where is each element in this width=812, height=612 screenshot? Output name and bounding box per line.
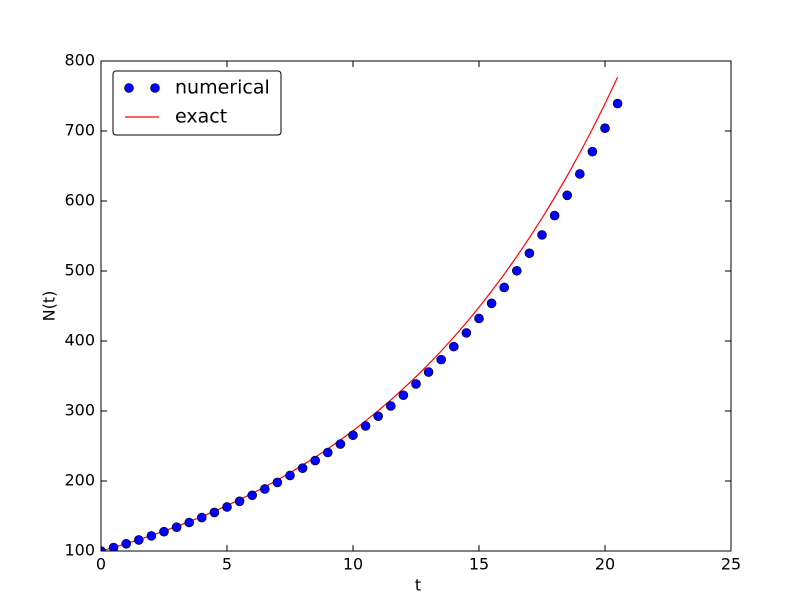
data-point [524,248,535,259]
data-point [499,282,510,293]
data-point [474,313,484,324]
data-point [436,354,447,365]
legend-label: exact [175,106,227,128]
x-tick-label: 20 [595,555,615,574]
data-point [587,146,598,157]
data-point [310,455,321,466]
data-point [247,490,257,501]
y-axis-label: N(t) [40,291,59,322]
x-tick-label: 10 [343,555,363,574]
data-point [448,341,459,352]
legend-label: numerical [175,77,270,99]
x-tick-label: 15 [469,555,489,574]
y-tick-label: 700 [64,121,95,140]
data-point [197,512,207,523]
data-point [146,531,157,541]
data-point [285,470,295,481]
data-point [335,439,346,449]
data-point [272,477,283,488]
data-point [184,517,194,528]
data-point [511,265,522,276]
y-tick-label: 400 [64,331,95,350]
y-tick-label: 600 [64,191,95,210]
axes-frame [100,60,732,552]
data-point [600,123,610,133]
data-point [360,421,371,431]
data-point [411,379,421,389]
data-point [549,210,560,221]
y-tick-label: 800 [64,51,95,70]
data-point [562,190,573,201]
data-point [373,411,384,422]
x-tick-label: 5 [222,555,232,574]
data-point [159,526,169,537]
data-point [108,542,119,551]
data-point [134,535,144,545]
data-point [612,98,623,109]
data-point [322,447,333,458]
data-point [574,169,585,179]
y-tick-label: 500 [64,261,95,280]
legend-marker [150,83,160,93]
x-tick-label: 25 [721,555,741,574]
y-tick-label: 100 [64,541,95,560]
data-point [101,546,106,551]
legend-marker [124,83,134,93]
data-point [222,502,232,512]
x-axis-label: t [415,576,421,595]
data-point [234,496,245,507]
data-point [348,430,358,441]
data-point [297,463,308,473]
data-point [385,401,396,411]
data-point [209,507,220,518]
data-point [121,538,131,549]
y-tick-label: 300 [64,401,95,420]
data-point [461,328,472,338]
data-point [486,298,497,309]
data-point [537,230,547,240]
data-point [423,367,434,377]
x-tick-label: 0 [96,555,106,574]
data-point [259,484,270,494]
data-point [398,390,409,401]
data-point [171,522,182,533]
y-tick-label: 200 [64,471,95,490]
